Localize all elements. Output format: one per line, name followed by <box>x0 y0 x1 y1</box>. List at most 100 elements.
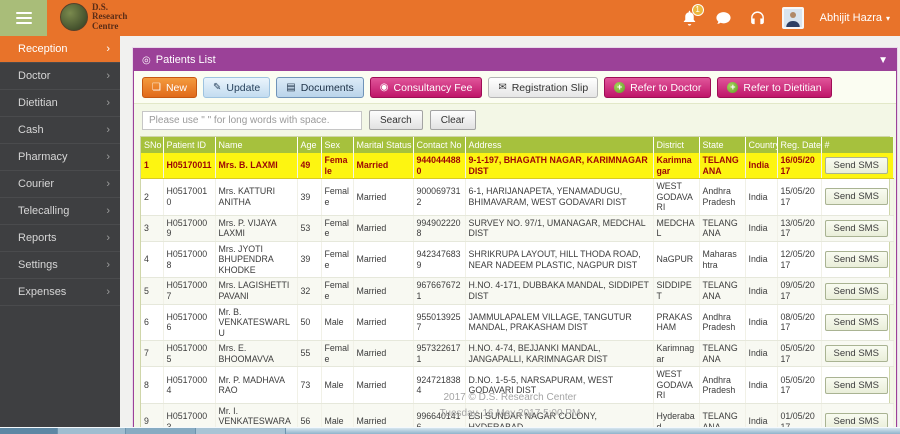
cell-district: MEDCHAL <box>653 215 700 242</box>
toolbar-button-label: New <box>165 81 187 94</box>
support-headset-icon[interactable] <box>749 10 766 27</box>
column-header-sno[interactable]: SNo <box>141 137 164 153</box>
chevron-right-icon: › <box>106 286 110 298</box>
column-header-state[interactable]: State <box>699 137 746 153</box>
user-avatar[interactable] <box>781 7 804 29</box>
sidebar-item-pharmacy[interactable]: Pharmacy › <box>0 144 120 171</box>
refer-to-doctor-button[interactable]: + Refer to Doctor <box>604 77 712 98</box>
column-header-name[interactable]: Name <box>215 137 298 153</box>
sidebar-item-telecalling[interactable]: Telecalling › <box>0 198 120 225</box>
column-header-district[interactable]: District <box>653 137 700 153</box>
column-header-patient-id[interactable]: Patient ID <box>163 137 216 153</box>
panel-collapse-chevron-icon[interactable]: ▼ <box>878 54 888 66</box>
table-row[interactable]: 2 H05170010 Mrs. KATTURI ANITHA 39 Female Mar… <box>141 178 894 216</box>
table-row[interactable]: 7 H05170005 Mrs. E. BHOOMAVVA 55 Female Marri… <box>141 340 894 368</box>
column-header-contact-no[interactable]: Contact No <box>413 137 466 153</box>
cell-sex: Female <box>321 178 354 216</box>
cell-sno: 3 <box>141 215 164 242</box>
cell-date: 05/05/2017 <box>777 340 822 368</box>
send-sms-button[interactable]: Send SMS <box>824 376 888 394</box>
sidebar-item-dietitian[interactable]: Dietitian › <box>0 90 120 117</box>
new-button[interactable]: ❏ New <box>142 77 197 98</box>
user-name-label: Abhijit Hazra <box>819 12 882 24</box>
cell-actions: Send SMS <box>821 340 894 368</box>
cell-age: 39 <box>297 241 322 279</box>
table-row[interactable]: 6 H05170006 Mr. B. VENKATESWARLU 50 Male Marr… <box>141 304 894 342</box>
notifications-bell-icon[interactable]: 1 <box>681 3 704 27</box>
cell-country: India <box>745 241 778 279</box>
cell-pid: H05170006 <box>163 304 216 342</box>
cell-date: 05/05/2017 <box>777 366 822 404</box>
sidebar-item-settings[interactable]: Settings › <box>0 252 120 279</box>
update-button[interactable]: ✎ Update <box>202 77 271 98</box>
sidebar-item-cash[interactable]: Cash › <box>0 117 120 144</box>
datetime-text: Tuesday, 16 May 2017 5:00 PM <box>439 407 581 419</box>
consultancy-fee-icon: ◉ <box>379 81 389 93</box>
sidebar-menu: Reception › Doctor › Dietitian › Cash › Pharmacy… <box>0 36 120 306</box>
refer-to-dietitian-button[interactable]: + Refer to Dietitian <box>717 77 832 98</box>
cell-sno: 6 <box>141 304 164 342</box>
sidebar-item-label: Pharmacy <box>18 151 68 163</box>
cell-name: Mrs. KATTURI ANITHA <box>215 178 298 216</box>
cell-pid: H05170004 <box>163 366 216 404</box>
cell-state: Maharashtra <box>699 241 746 279</box>
table-row[interactable]: 1 H05170011 Mrs. B. LAXMI 49 Female Married 94… <box>141 153 894 180</box>
sidebar-item-expenses[interactable]: Expenses › <box>0 279 120 306</box>
cell-district: NaGPUR <box>653 241 700 279</box>
table-row[interactable]: 4 H05170008 Mrs. JYOTI BHUPENDRA KHODKE 39 F… <box>141 241 894 279</box>
taskbar[interactable] <box>0 427 900 434</box>
registration-slip-button[interactable]: ✉ Registration Slip <box>488 77 599 98</box>
cell-address: 6-1, HARIJANAPETA, YENAMADUGU, BHIMAVARA… <box>465 178 654 216</box>
send-sms-button[interactable]: Send SMS <box>824 313 888 331</box>
column-header-country[interactable]: Country <box>745 137 778 153</box>
send-sms-button[interactable]: Send SMS <box>824 282 888 300</box>
chevron-right-icon: › <box>106 178 110 190</box>
cell-sno: 9 <box>141 403 164 434</box>
cell-contact: 9000697312 <box>413 178 466 216</box>
table-row[interactable]: 3 H05170009 Mrs. P. VIJAYA LAXMI 53 Female Ma… <box>141 215 894 242</box>
column-header-age[interactable]: Age <box>297 137 322 153</box>
table-row[interactable]: 5 H05170007 Mrs. LAGISHETTI PAVANI 32 Female… <box>141 277 894 305</box>
column-header-marital-status[interactable]: Marital Status <box>353 137 414 153</box>
clear-button[interactable]: Clear <box>429 110 476 130</box>
send-sms-button[interactable]: Send SMS <box>824 219 888 237</box>
table-row[interactable]: 8 H05170004 Mr. P. MADHAVA RAO 73 Male Marrie… <box>141 366 894 404</box>
cell-address: SHRIKRUPA LAYOUT, HILL THODA ROAD, NEAR … <box>465 241 654 279</box>
sidebar-item-courier[interactable]: Courier › <box>0 171 120 198</box>
column-header-address[interactable]: Address <box>465 137 654 153</box>
column-header-[interactable]: # <box>821 137 894 153</box>
cell-age: 50 <box>297 304 322 342</box>
hamburger-menu-button[interactable] <box>0 0 47 36</box>
sidebar-item-reports[interactable]: Reports › <box>0 225 120 252</box>
search-input[interactable] <box>142 110 362 130</box>
column-header-reg-date[interactable]: Reg. Date <box>777 137 822 153</box>
sidebar-item-reception[interactable]: Reception › <box>0 36 120 63</box>
send-sms-button[interactable]: Send SMS <box>824 251 888 269</box>
search-button[interactable]: Search <box>369 110 423 130</box>
chevron-right-icon: › <box>106 43 110 55</box>
documents-button[interactable]: ▤ Documents <box>276 77 364 98</box>
column-header-sex[interactable]: Sex <box>321 137 354 153</box>
cell-age: 53 <box>297 215 322 242</box>
cell-date: 09/05/2017 <box>777 277 822 305</box>
cell-marital: Married <box>353 215 414 242</box>
sidebar-item-doctor[interactable]: Doctor › <box>0 63 120 90</box>
patients-panel: ◎ Patients List ▼ ❏ New ✎ Update ▤ Documents ◉… <box>133 48 897 434</box>
send-sms-button[interactable]: Send SMS <box>824 345 888 363</box>
send-sms-button[interactable]: Send SMS <box>824 188 888 206</box>
cell-address: SURVEY NO. 97/1, UMANAGAR, MEDCHAL DIST <box>465 215 654 242</box>
cell-pid: H05170011 <box>163 153 216 180</box>
cell-pid: H05170005 <box>163 340 216 368</box>
chat-icon[interactable] <box>714 10 733 27</box>
send-sms-button[interactable]: Send SMS <box>824 157 888 175</box>
documents-icon: ▤ <box>286 81 296 93</box>
content-area: ◎ Patients List ▼ ❏ New ✎ Update ▤ Documents ◉… <box>120 36 900 434</box>
cell-actions: Send SMS <box>821 366 894 404</box>
logo-line1: D.S. <box>92 2 109 12</box>
toolbar-button-label: Registration Slip <box>511 81 589 94</box>
cell-address: 9-1-197, BHAGATH NAGAR, KARIMNAGAR DIST <box>465 153 654 180</box>
user-menu[interactable]: Abhijit Hazra ▾ <box>820 12 890 24</box>
consultancy-fee-button[interactable]: ◉ Consultancy Fee <box>369 77 483 98</box>
page-footer: 2017 © D.S. Research Center Tuesday, 16 … <box>120 390 900 421</box>
topbar-actions: 1 Abhijit Hazra ▾ <box>681 0 890 36</box>
